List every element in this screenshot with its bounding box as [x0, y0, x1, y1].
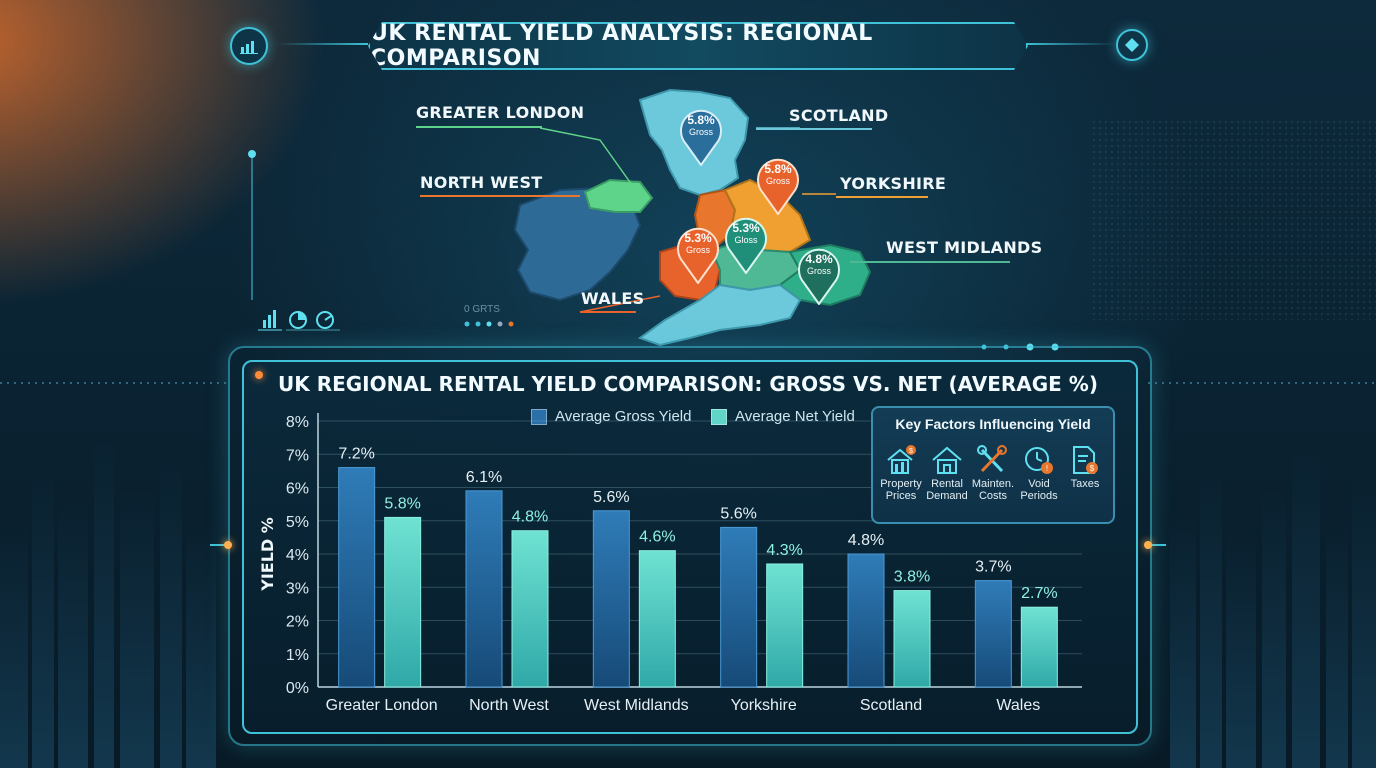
mini-caption: 0 GRTS — [464, 304, 500, 315]
legend-gross: Average Gross Yield — [531, 408, 691, 425]
legend-swatch-net — [711, 408, 727, 425]
chart-badge-icon — [230, 27, 268, 65]
bar-gross — [847, 553, 885, 688]
data-label-net: 4.3% — [766, 542, 802, 559]
y-axis-title: YIELD % — [258, 517, 277, 592]
x-tick-label: Scotland — [860, 697, 922, 714]
map-region-south-west — [637, 283, 802, 347]
data-label-gross: 5.6% — [720, 505, 756, 522]
data-label-gross: 3.7% — [975, 559, 1011, 576]
data-label-gross: 4.8% — [848, 532, 884, 549]
bar-net — [766, 563, 804, 688]
factor-rental-demand: Rental Demand — [923, 444, 971, 502]
data-label-net: 2.7% — [1021, 585, 1057, 602]
map-pin-scotland: 5.8% Gross — [678, 106, 724, 167]
y-tick-label: 7% — [286, 447, 309, 464]
data-label-net: 3.8% — [894, 569, 930, 586]
title-banner: UK RENTAL YIELD ANALYSIS: REGIONAL COMPA… — [368, 22, 1028, 70]
svg-text:!: ! — [1046, 464, 1048, 473]
data-label-net: 5.8% — [384, 495, 420, 512]
bar-gross — [974, 580, 1012, 688]
bar-gross — [465, 490, 503, 688]
x-tick-label: Greater London — [326, 697, 438, 714]
x-tick-label: North West — [469, 697, 549, 714]
map-label-scotland: SCOTLAND — [789, 106, 889, 125]
rental-demand-icon — [932, 446, 962, 474]
factor-maintenance-costs: Mainten. Costs — [969, 444, 1017, 502]
data-label-net: 4.8% — [512, 509, 548, 526]
key-factors-box: Key Factors Influencing Yield $ Property… — [871, 406, 1115, 524]
page-title: UK RENTAL YIELD ANALYSIS: REGIONAL COMPA… — [370, 21, 873, 71]
title-line-left — [276, 43, 368, 45]
factor-taxes: $ Taxes — [1061, 444, 1109, 490]
y-tick-label: 2% — [286, 614, 309, 631]
y-tick-label: 1% — [286, 647, 309, 664]
data-label-gross: 7.2% — [338, 446, 374, 463]
bar-net — [511, 530, 549, 688]
map-pin-west-midlands: 4.8% Gross — [796, 245, 842, 306]
bar-gross — [338, 467, 376, 688]
map-label-yorkshire: YORKSHIRE — [840, 174, 947, 193]
mini-pie-icon — [289, 311, 307, 329]
map-label-greater-london: GREATER LONDON — [416, 103, 585, 122]
diamond-badge-icon — [1116, 29, 1148, 61]
legend-swatch-gross — [531, 408, 547, 425]
bar-net — [384, 516, 422, 688]
map-label-north-west: NORTH WEST — [420, 173, 543, 192]
map-region-northern-ireland — [583, 178, 654, 213]
label-underline — [416, 126, 542, 128]
map-label-west-midlands: WEST MIDLANDS — [886, 238, 1043, 257]
property-prices-icon: $ — [887, 445, 916, 474]
taxes-icon: $ — [1073, 446, 1098, 474]
bar-net — [638, 550, 676, 688]
y-tick-label: 8% — [286, 414, 309, 431]
label-underline — [420, 195, 580, 197]
data-label-gross: 6.1% — [466, 469, 502, 486]
data-label-gross: 5.6% — [593, 489, 629, 506]
factor-void-periods: ! Void Periods — [1015, 444, 1063, 502]
legend-label-net: Average Net Yield — [735, 408, 855, 425]
chart-title: UK REGIONAL RENTAL YIELD COMPARISON: GRO… — [278, 372, 1098, 396]
panel-glow-dot — [255, 371, 263, 379]
x-tick-label: Yorkshire — [731, 697, 797, 714]
mini-gauge-icon — [316, 311, 334, 329]
key-factors-title: Key Factors Influencing Yield — [895, 416, 1091, 432]
label-underline — [850, 261, 1010, 263]
panel-glow-dot — [1144, 541, 1152, 549]
legend-label-gross: Average Gross Yield — [555, 408, 692, 425]
x-tick-label: West Midlands — [584, 697, 689, 714]
label-underline — [580, 311, 636, 313]
y-tick-label: 5% — [286, 514, 309, 531]
factor-property-prices: $ Property Prices — [877, 444, 925, 502]
data-label-net: 4.6% — [639, 529, 675, 546]
y-tick-label: 4% — [286, 547, 309, 564]
y-tick-label: 0% — [286, 680, 309, 697]
label-underline — [836, 196, 928, 198]
panel-glow-dot — [224, 541, 232, 549]
bar-gross — [592, 510, 630, 688]
svg-text:$: $ — [1090, 464, 1095, 473]
bar-gross — [720, 526, 758, 688]
label-underline — [756, 128, 872, 130]
mini-bar-icon — [258, 310, 282, 331]
map-pin-yorkshire: 5.8% Gross — [755, 155, 801, 216]
y-tick-label: 6% — [286, 481, 309, 498]
bar-net — [1020, 606, 1058, 688]
map-pin-wales: 5.3% Gross — [675, 224, 721, 285]
maintenance-costs-icon — [977, 445, 1007, 473]
legend-net: Average Net Yield — [711, 408, 855, 425]
void-periods-icon: ! — [1025, 447, 1053, 474]
svg-text:$: $ — [909, 448, 913, 455]
bar-net — [893, 590, 931, 688]
map-label-wales: WALES — [581, 289, 645, 308]
y-tick-label: 3% — [286, 580, 309, 597]
map-pin-north-west: 5.3% Gloss — [723, 214, 769, 275]
x-tick-label: Wales — [996, 697, 1040, 714]
